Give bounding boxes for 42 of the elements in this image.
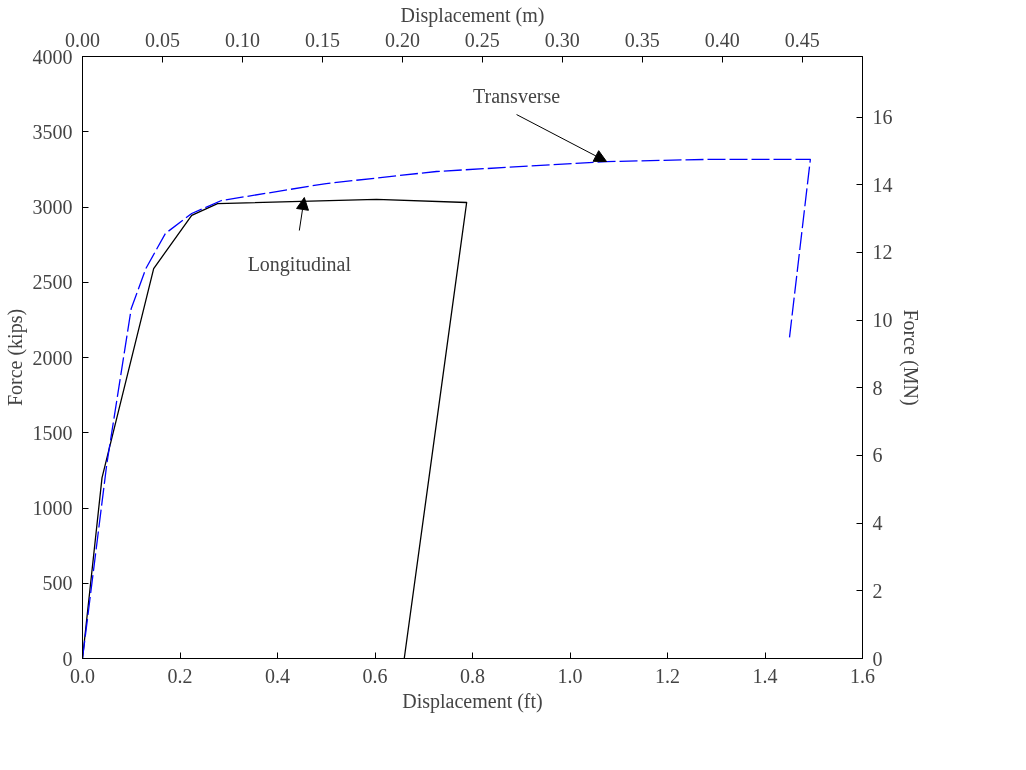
x2-tick-label: 0.30 — [544, 28, 580, 51]
x2-tick-label: 0.25 — [464, 28, 500, 51]
y-tick-label: 3000 — [32, 196, 73, 218]
annotation: Transverse — [473, 84, 561, 107]
y-axis-title: Force (kips) — [3, 308, 27, 407]
x2-tick-label: 0.00 — [65, 28, 100, 51]
y2-tick-label: 14 — [872, 173, 893, 196]
x-tick-label: 0.0 — [70, 664, 95, 687]
x-tick-label: 1.2 — [655, 664, 680, 687]
x-tick-label: 0.6 — [362, 664, 388, 687]
x-tick-label: 1.6 — [850, 664, 875, 687]
x-tick-label: 0.8 — [460, 664, 485, 687]
y2-tick-label: 12 — [872, 241, 893, 264]
y-tick-label: 500 — [42, 572, 73, 595]
x2-axis-title: Displacement (m) — [400, 3, 545, 27]
x2-tick-label: 0.10 — [224, 28, 260, 51]
y2-tick-label: 10 — [872, 309, 893, 332]
x2-tick-label: 0.40 — [704, 28, 740, 51]
x-tick-label: 1.0 — [557, 664, 583, 687]
y2-tick-label: 4 — [872, 512, 883, 535]
y2-tick-label: 8 — [872, 376, 883, 399]
y2-tick-label: 16 — [872, 106, 893, 129]
x-tick-label: 1.4 — [752, 664, 778, 687]
y2-tick-label: 6 — [872, 444, 883, 467]
x2-tick-label: 0.05 — [144, 28, 180, 51]
y-tick-label: 0 — [62, 647, 73, 670]
y-tick-label: 1000 — [32, 497, 73, 519]
y-tick-label: 2500 — [32, 271, 73, 294]
y-tick-label: 1500 — [32, 421, 73, 444]
x2-tick-label: 0.15 — [304, 28, 340, 51]
x-tick-label: 0.4 — [265, 664, 290, 687]
y-tick-label: 2000 — [32, 346, 73, 369]
x2-tick-label: 0.35 — [624, 28, 660, 51]
y2-tick-label: 0 — [872, 647, 883, 670]
x2-tick-label: 0.20 — [384, 28, 420, 51]
x2-tick-label: 0.45 — [784, 28, 820, 51]
y-tick-label: 3500 — [32, 120, 73, 143]
annotation: Longitudinal — [247, 252, 352, 276]
y2-axis-title: Force (MN) — [898, 309, 922, 406]
y2-tick-label: 2 — [872, 579, 883, 602]
x-tick-label: 0.2 — [167, 664, 193, 687]
x-axis-title: Displacement (ft) — [402, 689, 543, 713]
